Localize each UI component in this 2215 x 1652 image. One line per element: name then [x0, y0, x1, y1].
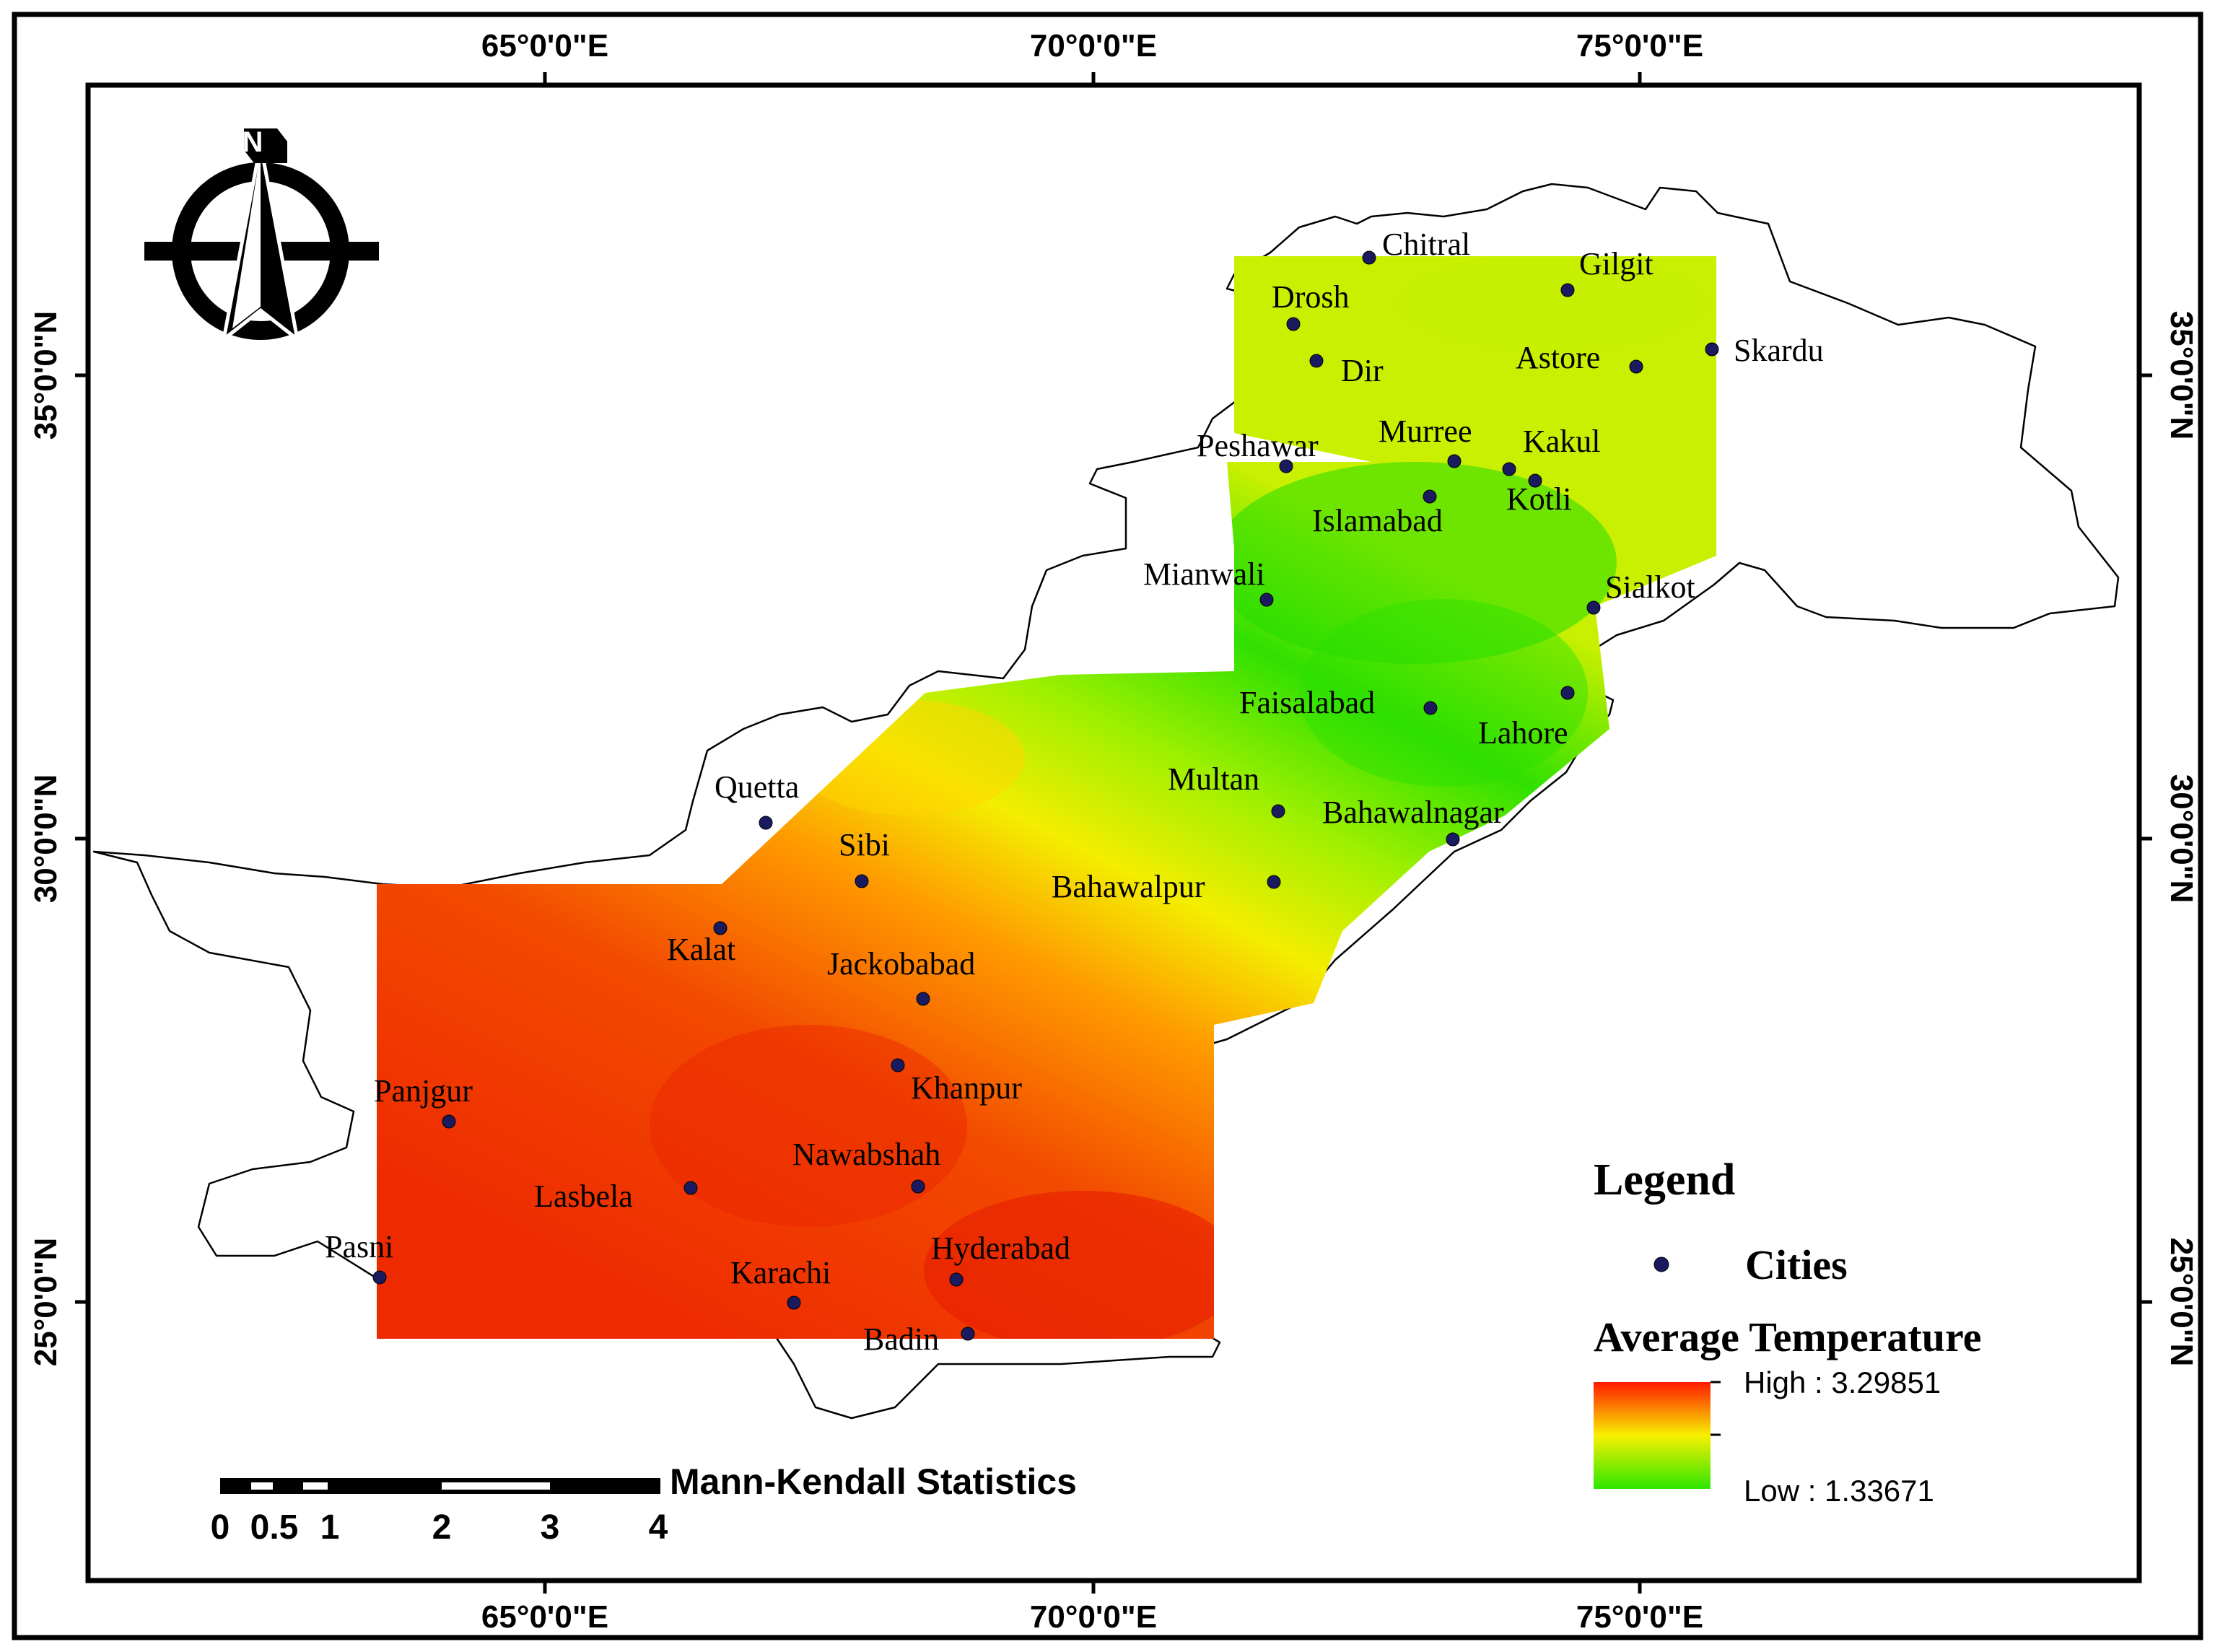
map-frame [85, 82, 2142, 1583]
city-label: Faisalabad [1239, 685, 1375, 720]
city-marker-nawabshah[interactable] [911, 1179, 925, 1194]
latitude-label-left-30: 30°0'0"N [28, 774, 64, 904]
city-marker-kakul[interactable] [1502, 462, 1516, 476]
city-label: Gilgit [1579, 246, 1653, 281]
scale-tick: 4 [649, 1508, 668, 1547]
outer-frame [12, 12, 2203, 1640]
city-marker-skardu[interactable] [1705, 342, 1719, 357]
longitude-label-top-65: 65°0'0"E [481, 28, 608, 64]
city-label: Sibi [839, 827, 890, 862]
city-label: Lahore [1478, 715, 1568, 751]
city-label: Panjgur [374, 1073, 473, 1109]
longitude-label-top-70: 70°0'0"E [1030, 28, 1157, 64]
city-label: Islamabad [1312, 503, 1443, 538]
legend-high-label: High : 3.29851 [1744, 1365, 1941, 1399]
city-label: Skardu [1734, 333, 1824, 368]
city-marker-gilgit[interactable] [1560, 283, 1575, 297]
city-label: Lasbela [534, 1179, 633, 1214]
city-label: Drosh [1272, 279, 1350, 315]
city-label: Bahawalpur [1052, 869, 1205, 904]
scale-tick: 2 [432, 1508, 452, 1547]
city-marker-chitral[interactable] [1362, 250, 1376, 265]
city-label: Mianwali [1143, 556, 1265, 592]
city-label: Peshawar [1197, 428, 1319, 463]
city-label: Sialkot [1605, 569, 1695, 605]
city-label: Hyderabad [931, 1231, 1070, 1266]
city-marker-mianwali[interactable] [1259, 593, 1274, 607]
city-markers [372, 250, 1719, 1341]
city-marker-badin[interactable] [961, 1327, 975, 1341]
city-marker-quetta[interactable] [759, 816, 773, 830]
north-letter: N [243, 126, 263, 158]
city-marker-sialkot[interactable] [1586, 600, 1601, 615]
city-marker-astore[interactable] [1629, 359, 1643, 374]
latitude-label-right-30: 30°0'0"N [2164, 774, 2199, 904]
legend-cities-label: Cities [1745, 1241, 1848, 1288]
legend-title: Legend [1594, 1155, 1735, 1205]
legend-city-symbol [1653, 1257, 1669, 1272]
city-marker-bahawalnagar[interactable] [1446, 832, 1460, 847]
city-marker-hyderabad[interactable] [949, 1272, 964, 1287]
city-marker-pasni[interactable] [372, 1270, 387, 1285]
city-marker-panjgur[interactable] [442, 1114, 456, 1129]
city-marker-kalat[interactable] [713, 921, 728, 935]
city-label: Karachi [730, 1255, 831, 1290]
city-label: Multan [1168, 761, 1259, 797]
city-marker-lasbela[interactable] [683, 1181, 698, 1195]
city-label: Murree [1379, 414, 1472, 449]
city-label: Jackobabad [827, 946, 975, 982]
latitude-label-right-25: 25°0'0"N [2164, 1238, 2199, 1367]
scale-bar: Mann-Kendall Statistics 0 0.5 1 2 3 4 [211, 1461, 1077, 1547]
scale-tick: 3 [541, 1508, 560, 1547]
city-marker-multan[interactable] [1271, 804, 1285, 818]
latitude-label-left-25: 25°0'0"N [28, 1238, 64, 1367]
city-label: Kakul [1523, 424, 1601, 459]
city-marker-jackobabad[interactable] [916, 992, 930, 1006]
city-marker-islamabad[interactable] [1423, 489, 1437, 504]
longitude-label-top-75: 75°0'0"E [1576, 28, 1703, 64]
city-label: Bahawalnagar [1322, 795, 1504, 830]
city-label: Chitral [1382, 227, 1470, 262]
legend-low-label: Low : 1.33671 [1744, 1474, 1934, 1508]
city-marker-khanpur[interactable] [891, 1058, 905, 1072]
longitude-label-bottom-70: 70°0'0"E [1030, 1599, 1157, 1635]
city-label: Astore [1516, 340, 1600, 375]
city-marker-dir[interactable] [1309, 354, 1324, 368]
city-marker-kotli[interactable] [1528, 473, 1542, 488]
scale-tick: 1 [320, 1508, 340, 1547]
city-marker-murree[interactable] [1447, 454, 1462, 468]
city-label: Dir [1341, 353, 1384, 388]
city-marker-sibi[interactable] [855, 874, 869, 888]
city-marker-karachi[interactable] [787, 1295, 801, 1310]
city-label: Khanpur [911, 1070, 1022, 1106]
longitude-label-bottom-65: 65°0'0"E [481, 1599, 608, 1635]
city-marker-lahore[interactable] [1560, 686, 1575, 700]
city-marker-faisalabad[interactable] [1423, 701, 1438, 715]
city-marker-drosh[interactable] [1286, 317, 1301, 331]
city-label: Quetta [715, 769, 799, 805]
city-label: Pasni [325, 1229, 393, 1264]
city-label: Kotli [1506, 481, 1571, 517]
scale-bar-title: Mann-Kendall Statistics [670, 1461, 1077, 1502]
latitude-label-right-35: 35°0'0"N [2164, 311, 2199, 440]
legend: Legend Cities Average Temperature High :… [1594, 1155, 1981, 1508]
longitude-label-bottom-75: 75°0'0"E [1576, 1599, 1703, 1635]
graticule-ticks [75, 72, 2152, 1594]
compass-north-arrow-icon: N [144, 126, 379, 344]
city-label: Badin [863, 1321, 939, 1357]
city-label: Nawabshah [792, 1137, 940, 1172]
legend-color-ramp [1594, 1382, 1711, 1489]
scale-tick: 0.5 [250, 1508, 299, 1547]
city-labels: Chitral Gilgit Drosh Skardu Dir Astore P… [325, 227, 1824, 1357]
latitude-label-left-35: 35°0'0"N [28, 311, 64, 440]
legend-temperature-title: Average Temperature [1594, 1314, 1981, 1360]
city-marker-bahawalpur[interactable] [1267, 875, 1281, 889]
city-label: Kalat [667, 932, 735, 967]
city-marker-peshawar[interactable] [1279, 459, 1293, 473]
scale-tick: 0 [211, 1508, 230, 1547]
